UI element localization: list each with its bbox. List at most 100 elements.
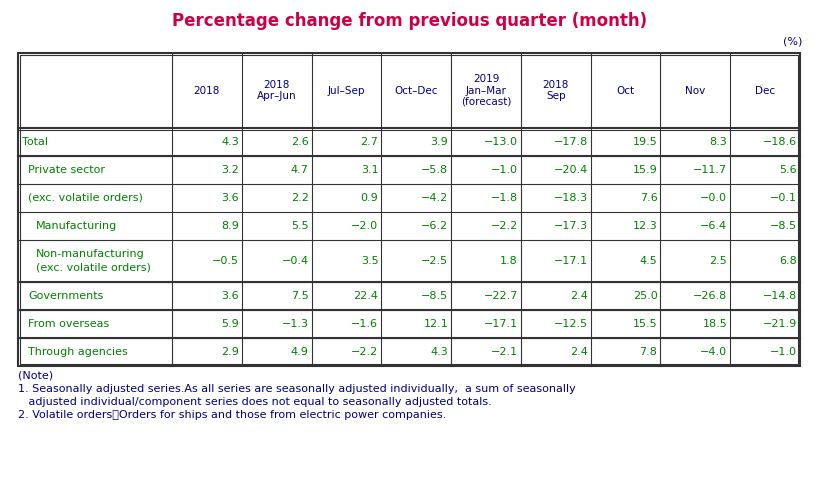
- Text: −21.9: −21.9: [762, 319, 797, 329]
- Text: 0.9: 0.9: [360, 193, 378, 203]
- Text: 5.6: 5.6: [780, 165, 797, 175]
- Text: −0.5: −0.5: [212, 256, 239, 266]
- Text: −4.2: −4.2: [421, 193, 448, 203]
- Text: 2.2: 2.2: [291, 193, 309, 203]
- Text: −2.1: −2.1: [491, 347, 518, 357]
- Text: 19.5: 19.5: [633, 137, 658, 147]
- Text: −17.3: −17.3: [554, 221, 588, 231]
- Text: −1.0: −1.0: [770, 347, 797, 357]
- Text: 3.6: 3.6: [221, 193, 239, 203]
- Text: −11.7: −11.7: [693, 165, 727, 175]
- Text: 5.9: 5.9: [221, 319, 239, 329]
- Text: 4.5: 4.5: [640, 256, 658, 266]
- Text: (exc. volatile orders): (exc. volatile orders): [28, 193, 143, 203]
- Text: 12.1: 12.1: [423, 319, 448, 329]
- Text: 15.5: 15.5: [633, 319, 658, 329]
- Text: 2.4: 2.4: [570, 291, 588, 301]
- Text: 4.3: 4.3: [430, 347, 448, 357]
- Text: 15.9: 15.9: [633, 165, 658, 175]
- Text: From overseas: From overseas: [28, 319, 109, 329]
- Text: −22.7: −22.7: [483, 291, 518, 301]
- Text: Nov: Nov: [686, 85, 705, 96]
- Text: 8.9: 8.9: [221, 221, 239, 231]
- Text: Total: Total: [22, 137, 48, 147]
- Text: 8.3: 8.3: [709, 137, 727, 147]
- Text: Non-manufacturing: Non-manufacturing: [36, 249, 145, 259]
- Bar: [20, 55, 798, 364]
- Text: 7.5: 7.5: [291, 291, 309, 301]
- Text: −20.4: −20.4: [554, 165, 588, 175]
- Text: 4.3: 4.3: [221, 137, 239, 147]
- Text: −1.0: −1.0: [491, 165, 518, 175]
- Text: −2.5: −2.5: [421, 256, 448, 266]
- Text: 7.8: 7.8: [640, 347, 658, 357]
- Text: Apr–Jun: Apr–Jun: [257, 91, 296, 101]
- Text: Sep: Sep: [546, 91, 566, 101]
- Text: −8.5: −8.5: [421, 291, 448, 301]
- Text: Dec: Dec: [755, 85, 775, 96]
- Text: adjusted individual/component series does not equal to seasonally adjusted total: adjusted individual/component series doe…: [18, 397, 491, 407]
- Text: −0.4: −0.4: [282, 256, 309, 266]
- Text: 2019: 2019: [473, 74, 500, 84]
- Text: −2.2: −2.2: [491, 221, 518, 231]
- Text: −6.4: −6.4: [700, 221, 727, 231]
- Text: 2.9: 2.9: [221, 347, 239, 357]
- Text: 2018: 2018: [264, 80, 290, 90]
- Text: Jan–Mar: Jan–Mar: [465, 85, 506, 96]
- Text: (exc. volatile orders): (exc. volatile orders): [36, 263, 151, 273]
- Text: 2. Volatile orders：Orders for ships and those from electric power companies.: 2. Volatile orders：Orders for ships and …: [18, 410, 446, 420]
- Text: 22.4: 22.4: [353, 291, 378, 301]
- Text: 2018: 2018: [543, 80, 569, 90]
- Text: 1.8: 1.8: [500, 256, 518, 266]
- Text: Manufacturing: Manufacturing: [36, 221, 117, 231]
- Text: 1. Seasonally adjusted series.As all series are seasonally adjusted individually: 1. Seasonally adjusted series.As all ser…: [18, 384, 576, 394]
- Text: 3.9: 3.9: [430, 137, 448, 147]
- Text: −18.6: −18.6: [762, 137, 797, 147]
- Text: (Note): (Note): [18, 371, 53, 381]
- Text: −18.3: −18.3: [554, 193, 588, 203]
- Text: −13.0: −13.0: [484, 137, 518, 147]
- Text: Percentage change from previous quarter (month): Percentage change from previous quarter …: [173, 12, 648, 30]
- Text: 18.5: 18.5: [703, 319, 727, 329]
- Text: −6.2: −6.2: [421, 221, 448, 231]
- Text: −12.5: −12.5: [554, 319, 588, 329]
- Text: −26.8: −26.8: [693, 291, 727, 301]
- Text: Governments: Governments: [28, 291, 103, 301]
- Bar: [18, 53, 800, 366]
- Text: 4.7: 4.7: [291, 165, 309, 175]
- Text: −0.1: −0.1: [770, 193, 797, 203]
- Text: 25.0: 25.0: [633, 291, 658, 301]
- Text: 2.6: 2.6: [291, 137, 309, 147]
- Text: Through agencies: Through agencies: [28, 347, 128, 357]
- Text: 5.5: 5.5: [291, 221, 309, 231]
- Text: −5.8: −5.8: [421, 165, 448, 175]
- Text: −0.0: −0.0: [700, 193, 727, 203]
- Text: 7.6: 7.6: [640, 193, 658, 203]
- Text: 4.9: 4.9: [291, 347, 309, 357]
- Text: 12.3: 12.3: [633, 221, 658, 231]
- Text: Oct–Dec: Oct–Dec: [395, 85, 438, 96]
- Text: 2.5: 2.5: [709, 256, 727, 266]
- Text: 3.5: 3.5: [360, 256, 378, 266]
- Text: Jul–Sep: Jul–Sep: [328, 85, 365, 96]
- Text: 6.8: 6.8: [779, 256, 797, 266]
- Text: −17.8: −17.8: [554, 137, 588, 147]
- Text: (%): (%): [783, 37, 802, 47]
- Text: 3.2: 3.2: [221, 165, 239, 175]
- Text: Oct: Oct: [617, 85, 635, 96]
- Text: −1.6: −1.6: [351, 319, 378, 329]
- Text: −14.8: −14.8: [762, 291, 797, 301]
- Text: −2.0: −2.0: [351, 221, 378, 231]
- Text: −2.2: −2.2: [351, 347, 378, 357]
- Text: −17.1: −17.1: [484, 319, 518, 329]
- Text: Private sector: Private sector: [28, 165, 105, 175]
- Text: −1.3: −1.3: [282, 319, 309, 329]
- Text: −8.5: −8.5: [770, 221, 797, 231]
- Text: 2.4: 2.4: [570, 347, 588, 357]
- Text: 3.1: 3.1: [360, 165, 378, 175]
- Text: (forecast): (forecast): [461, 97, 511, 106]
- Text: 3.6: 3.6: [221, 291, 239, 301]
- Text: 2.7: 2.7: [360, 137, 378, 147]
- Text: −17.1: −17.1: [554, 256, 588, 266]
- Text: −4.0: −4.0: [700, 347, 727, 357]
